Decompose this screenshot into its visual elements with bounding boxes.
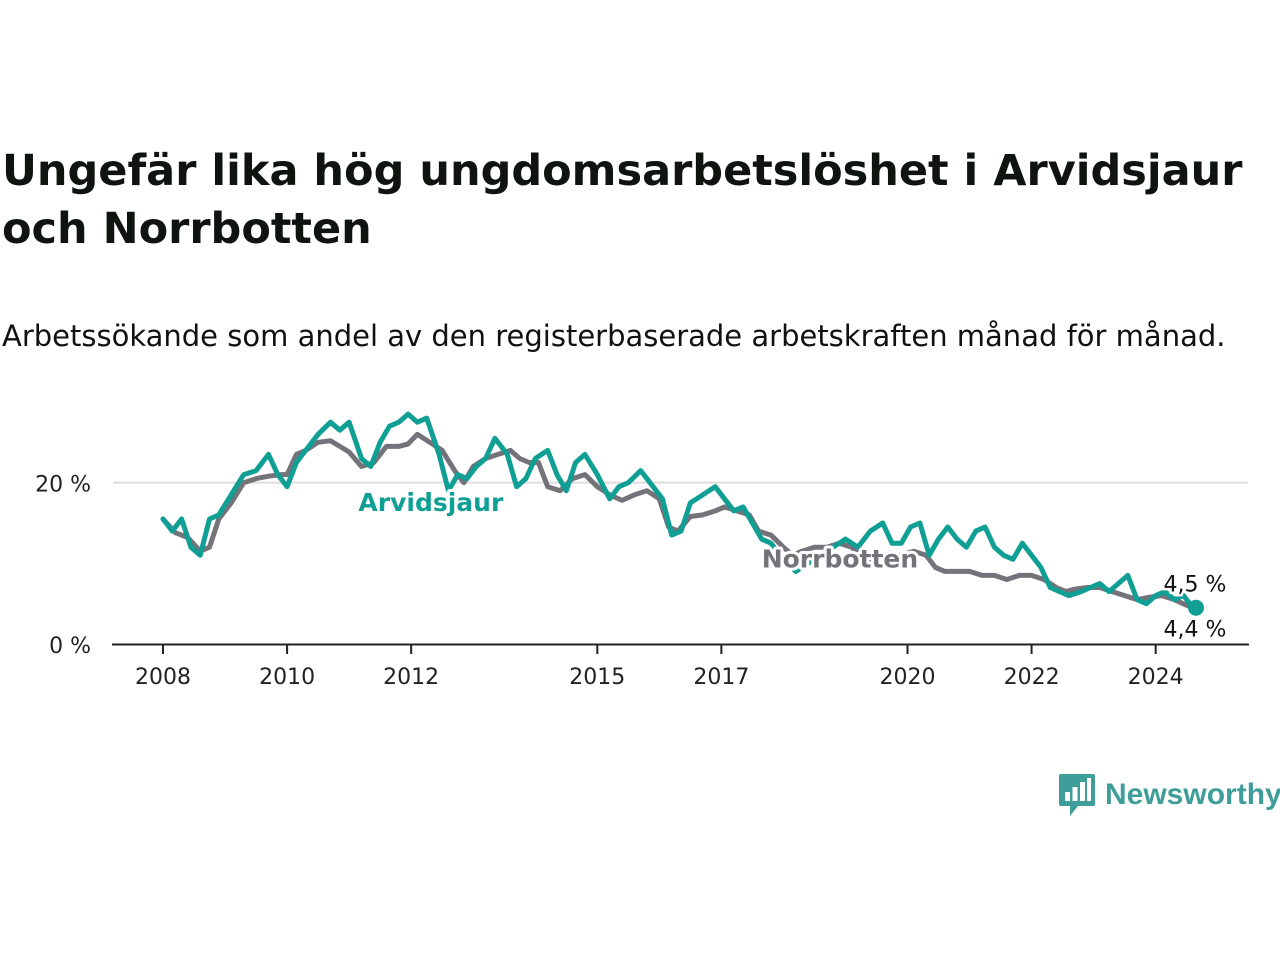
series-lines <box>160 411 1199 611</box>
x-axis-ticks: 2008 2010 2012 2015 2017 2020 2022 2024 <box>135 644 1184 690</box>
series-line-arvidsjaur <box>160 411 1199 611</box>
end-label-norrbotten: 4,4 % <box>1164 618 1227 643</box>
series-line-norrbotten <box>160 431 1199 611</box>
end-label-arvidsjaur: 4,5 % <box>1164 573 1227 598</box>
brand-name: Newsworthy <box>1105 778 1280 811</box>
chart-title: Ungefär lika hög ungdomsarbetslöshet i A… <box>2 146 1243 254</box>
end-point-arvidsjaur <box>1188 599 1204 616</box>
x-tick-label: 2017 <box>693 665 749 690</box>
series-label-norrbotten: Norrbotten <box>762 544 918 573</box>
x-tick-label: 2022 <box>1004 665 1060 690</box>
x-tick-label: 2020 <box>880 665 936 690</box>
series-label-arvidsjaur: Arvidsjaur <box>358 488 504 517</box>
y-tick-label: 20 % <box>35 473 91 498</box>
bar-chart-logo-icon <box>1059 774 1095 816</box>
x-tick-label: 2015 <box>569 665 625 690</box>
newsworthy-logo: Newsworthy <box>1058 772 1280 818</box>
y-tick-label: 0 % <box>49 634 91 659</box>
x-tick-label: 2012 <box>383 665 439 690</box>
y-axis-ticks: 0 % 20 % <box>35 473 91 659</box>
x-tick-label: 2008 <box>135 665 191 690</box>
series-labels: Norrbotten 4,4 % Arvidsjaur 4,5 % <box>355 485 1229 645</box>
x-tick-label: 2024 <box>1128 665 1184 690</box>
chart-subtitle: Arbetssökande som andel av den registerb… <box>2 319 1226 353</box>
x-tick-label: 2010 <box>259 665 315 690</box>
